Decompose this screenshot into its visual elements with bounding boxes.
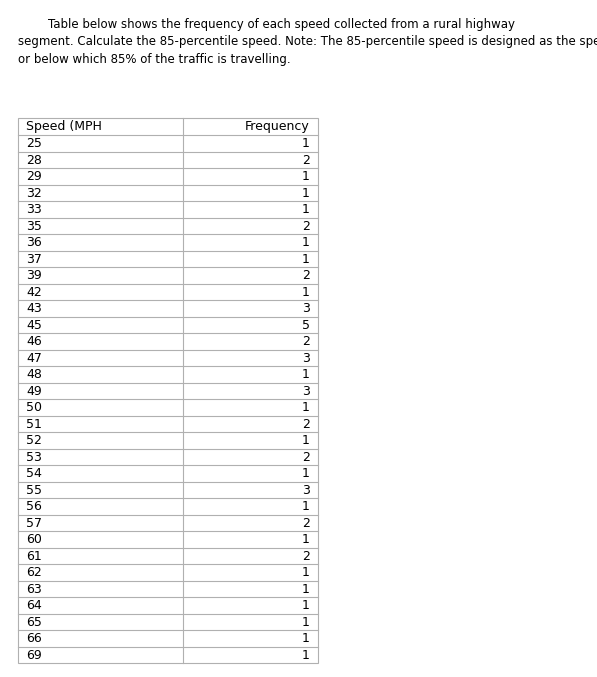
Text: 3: 3: [302, 302, 310, 315]
Text: 54: 54: [26, 467, 42, 480]
Text: 61: 61: [26, 550, 42, 563]
Text: Table below shows the frequency of each speed collected from a rural highway
seg: Table below shows the frequency of each …: [18, 18, 597, 66]
Text: 46: 46: [26, 335, 42, 348]
Text: 3: 3: [302, 483, 310, 496]
Text: 39: 39: [26, 269, 42, 282]
Text: 1: 1: [302, 583, 310, 596]
Text: 37: 37: [26, 253, 42, 265]
Text: 1: 1: [302, 615, 310, 628]
Text: 2: 2: [302, 154, 310, 167]
Text: 42: 42: [26, 286, 42, 299]
Text: 2: 2: [302, 219, 310, 233]
Text: 29: 29: [26, 170, 42, 183]
Text: 50: 50: [26, 401, 42, 414]
Text: 56: 56: [26, 500, 42, 513]
Text: 63: 63: [26, 583, 42, 596]
Text: 48: 48: [26, 368, 42, 381]
Text: 60: 60: [26, 533, 42, 546]
Text: 3: 3: [302, 385, 310, 397]
Text: 3: 3: [302, 351, 310, 365]
Text: 52: 52: [26, 434, 42, 447]
Text: 2: 2: [302, 550, 310, 563]
Text: 69: 69: [26, 649, 42, 661]
Text: 1: 1: [302, 566, 310, 579]
Text: 1: 1: [302, 500, 310, 513]
Text: 1: 1: [302, 236, 310, 249]
Text: 2: 2: [302, 418, 310, 431]
Text: Speed (MPH: Speed (MPH: [26, 120, 102, 133]
Text: 53: 53: [26, 451, 42, 464]
Text: 2: 2: [302, 517, 310, 529]
Text: 2: 2: [302, 451, 310, 464]
Text: 1: 1: [302, 533, 310, 546]
Text: 1: 1: [302, 401, 310, 414]
Text: 1: 1: [302, 137, 310, 150]
Text: 49: 49: [26, 385, 42, 397]
Text: 65: 65: [26, 615, 42, 628]
Text: 2: 2: [302, 335, 310, 348]
Text: 1: 1: [302, 368, 310, 381]
Text: 1: 1: [302, 467, 310, 480]
Text: 43: 43: [26, 302, 42, 315]
Text: 1: 1: [302, 187, 310, 200]
Text: 1: 1: [302, 253, 310, 265]
Text: 51: 51: [26, 418, 42, 431]
Text: 55: 55: [26, 483, 42, 496]
Text: 2: 2: [302, 269, 310, 282]
Text: 1: 1: [302, 632, 310, 645]
Text: 1: 1: [302, 649, 310, 661]
Text: 5: 5: [302, 319, 310, 332]
Text: 1: 1: [302, 286, 310, 299]
Text: Frequency: Frequency: [245, 120, 310, 133]
Text: 36: 36: [26, 236, 42, 249]
Text: 1: 1: [302, 434, 310, 447]
Bar: [18, 118, 318, 663]
Text: 64: 64: [26, 599, 42, 612]
Text: 1: 1: [302, 599, 310, 612]
Text: 35: 35: [26, 219, 42, 233]
Text: 25: 25: [26, 137, 42, 150]
Text: 32: 32: [26, 187, 42, 200]
Text: 1: 1: [302, 203, 310, 216]
Text: 62: 62: [26, 566, 42, 579]
Text: 28: 28: [26, 154, 42, 167]
Text: 45: 45: [26, 319, 42, 332]
Text: 1: 1: [302, 170, 310, 183]
Text: 57: 57: [26, 517, 42, 529]
Text: 33: 33: [26, 203, 42, 216]
Text: 47: 47: [26, 351, 42, 365]
Text: 66: 66: [26, 632, 42, 645]
